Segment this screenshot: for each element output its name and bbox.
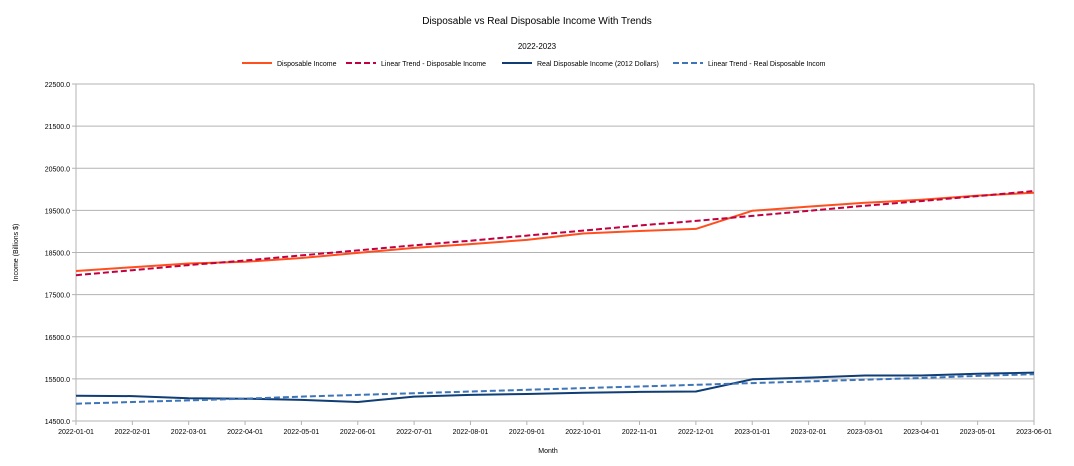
y-tick-label: 19500.0: [45, 208, 70, 215]
y-tick-label: 15500.0: [45, 377, 70, 384]
y-tick-label: 20500.0: [45, 166, 70, 173]
series-group: [75, 190, 1035, 405]
x-tick-label: 2022-05-01: [284, 429, 320, 436]
y-axis-label: Income (Billions $): [13, 224, 20, 282]
legend-label-1: Linear Trend - Disposable Income: [381, 61, 486, 68]
x-tick-label: 2023-01-01: [734, 429, 770, 436]
legend-label-2: Real Disposable Income (2012 Dollars): [537, 61, 659, 68]
series-line-2: [75, 371, 1035, 403]
x-tick-label: 2022-09-01: [509, 429, 545, 436]
y-tick-label: 18500.0: [45, 251, 70, 258]
y-axis: 22500.0 21500.0 20500.0 19500.0 18500.0 17500…: [45, 82, 76, 426]
series-line-1: [75, 190, 1035, 277]
x-axis: 2022-01-01 2022-02-01 2022-03-01 2022-04-01…: [58, 421, 1052, 436]
x-tick-label: 2022-11-01: [622, 429, 657, 436]
x-tick-label: 2022-04-01: [227, 429, 263, 436]
y-tick-label: 16500.0: [45, 335, 70, 342]
legend-label-0: Disposable Income: [277, 61, 337, 68]
grid-lines: [75, 83, 1035, 422]
y-tick-label: 17500.0: [45, 293, 70, 300]
x-axis-label: Month: [538, 448, 558, 455]
series-line-3: [75, 373, 1035, 405]
legend-label-3: Linear Trend - Real Disposable Incom: [708, 61, 826, 68]
x-tick-label: 2022-01-01: [58, 429, 94, 436]
x-tick-label: 2023-02-01: [791, 429, 827, 436]
legend: Disposable Income Linear Trend - Disposab…: [242, 61, 826, 68]
x-tick-label: 2022-07-01: [396, 429, 432, 436]
x-tick-label: 2023-06-01: [1016, 429, 1052, 436]
x-tick-label: 2022-12-01: [678, 429, 714, 436]
y-tick-label: 22500.0: [45, 82, 70, 89]
x-tick-label: 2022-10-01: [565, 429, 601, 436]
y-tick-label: 21500.0: [45, 124, 70, 131]
x-tick-label: 2022-08-01: [453, 429, 489, 436]
series-line-0: [75, 191, 1035, 272]
y-tick-label: 14500.0: [45, 419, 70, 426]
chart-title: Disposable vs Real Disposable Income Wit…: [422, 16, 652, 27]
x-tick-label: 2022-03-01: [171, 429, 207, 436]
x-tick-label: 2023-05-01: [960, 429, 996, 436]
x-tick-label: 2022-06-01: [340, 429, 376, 436]
x-tick-label: 2023-04-01: [903, 429, 939, 436]
chart-subtitle: 2022-2023: [518, 42, 557, 51]
x-tick-label: 2022-02-01: [114, 429, 150, 436]
x-tick-label: 2023-03-01: [847, 429, 883, 436]
